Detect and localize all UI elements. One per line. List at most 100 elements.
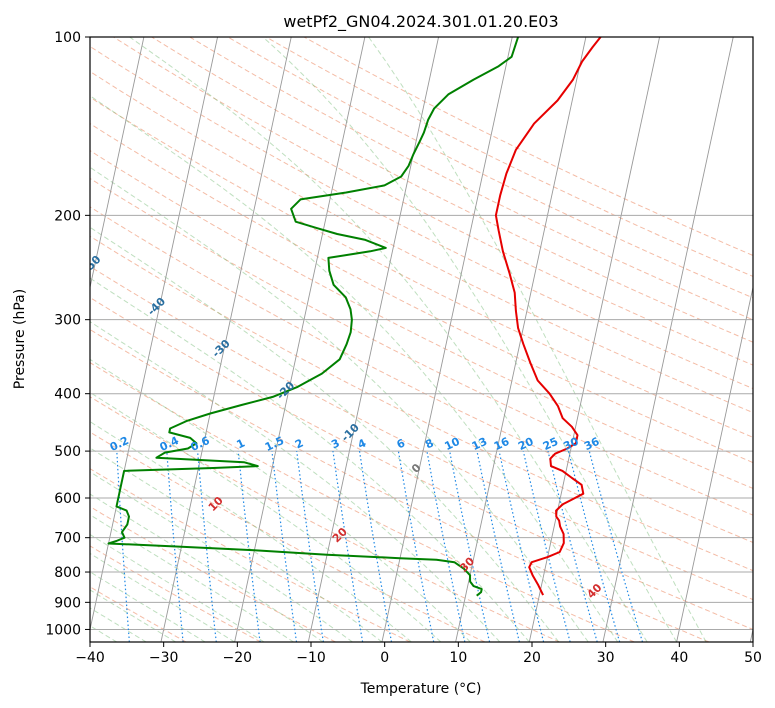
y-tick-label: 1000 [45,622,81,638]
y-axis-label: Pressure (hPa) [12,289,28,389]
moist-adiabat-line [90,589,176,642]
y-tick-label: 700 [54,531,81,547]
moist-adiabat-line [90,391,442,642]
moist-adiabat-line [90,321,501,642]
mixing-ratio-line [498,450,545,642]
moist-adiabat-line [90,358,471,642]
moist-adiabat-line [90,277,530,642]
mixing-ratio-line [197,451,217,642]
mixing-ratio-line [522,450,571,642]
mixing-ratio-line [426,450,466,642]
x-tick-label: 40 [670,650,688,666]
y-tick-label: 500 [54,444,81,460]
moist-adiabat-top-label: -40 [145,295,168,318]
mixing-ratio-label: 30 [561,435,581,453]
moist-adiabat-line [128,37,648,642]
mixing-ratio-label: 1 [235,436,247,451]
moist-adiabat-line [90,447,383,642]
mixing-ratio-label: 25 [541,435,560,453]
dry-adiabat-line [90,362,635,642]
x-tick-label: −30 [149,650,179,666]
y-tick-label: 100 [54,30,81,46]
mixing-ratio-label: 4 [356,436,369,451]
dewpoint-line [107,37,520,597]
line-labels: 0.1 0.2 0.4 0.6 1 1.5 2 3 4 6 8 10 13 16 20 25 30 3610203… [16,211,605,601]
y-tick-label: 900 [54,595,81,611]
y-tick-label: 300 [54,313,81,329]
moist-adiabat-line [90,421,412,642]
moist-adiabat-line [90,95,619,642]
moist-adiabat-line [90,533,265,642]
isotherm-line [307,37,440,642]
moist-adiabat-line [90,226,560,642]
mixing-ratio-label: 16 [492,435,512,453]
moist-adiabat-line [90,493,324,642]
dry-adiabat-line [226,37,753,299]
y-tick-label: 800 [54,565,81,581]
isotherm-line [0,37,70,642]
sounding-series [107,37,602,597]
mixing-ratio-line [567,450,621,642]
isotherm-line [234,37,366,642]
isotherm-line [676,285,753,642]
x-tick-label: 0 [380,650,389,666]
dry-adiabat-line [90,235,753,572]
dry-adiabat-line [265,37,753,277]
moist-adiabat-top-label: -20 [274,379,297,402]
axes: −40 −30 −20 −10 0 10 20 30 40 5010020030040050060… [45,30,762,666]
y-tick-label: 400 [54,387,81,403]
dry-adiabat-line [90,506,336,642]
mixing-ratio-line [397,450,435,642]
dry-adiabat-line [90,206,753,544]
isotherm-line [528,37,661,642]
mixing-ratio-line [296,451,324,642]
mixing-ratio-line [547,450,598,642]
dry-adiabat-line [90,296,753,630]
moist-adiabat-line [90,471,353,642]
mixing-ratio-line [449,450,491,642]
x-tick-label: 10 [449,650,467,666]
x-tick-label: 20 [523,650,541,666]
isotherm-line [90,37,145,290]
isotherm-line [749,627,753,642]
mixing-ratio-line [358,451,393,642]
moist-adiabat-top-label: -60 [16,211,39,234]
dry-adiabat-line [303,37,753,257]
dry-adiabat-line [90,177,753,516]
mixing-ratio-label: 10 [442,435,462,453]
moist-adiabat-top-label: -30 [210,337,233,360]
x-tick-label: 50 [744,650,762,666]
moist-adiabat-line [90,571,206,642]
mixing-ratio-label: 2 [293,436,305,451]
dry-adiabat-line [188,37,753,321]
dry-adiabat-line [90,328,710,642]
x-tick-label: −20 [223,650,253,666]
x-tick-label: −10 [296,650,326,666]
x-axis-label: Temperature (°C) [360,681,482,697]
isotherm-line [160,37,292,642]
temperature-line [494,37,602,596]
mixing-ratio-line [476,450,520,642]
mixing-ratio-line [332,451,364,642]
mixing-ratio-line [237,451,261,642]
dry-adiabat-line [90,468,411,642]
mixing-ratio-label: 6 [395,436,408,451]
mixing-ratio-label: 13 [470,435,489,453]
x-tick-label: 30 [597,650,615,666]
plot-frame [89,36,754,643]
isotherm-line [381,37,513,642]
moist-adiabat-line [90,552,235,642]
x-tick-label: −40 [75,650,105,666]
background-lines [0,37,753,642]
mixing-ratio-label: 36 [582,435,602,453]
dry-adiabat-line [90,123,753,464]
mixing-ratio-line [166,451,184,642]
moist-adiabat-line [262,37,678,642]
dry-adiabat-line [112,37,753,366]
moist-adiabat-label: 0 [409,461,424,476]
mixing-ratio-label: 20 [516,435,536,453]
chart-title: wetPf2_GN04.2024.301.01.20.E03 [283,12,558,32]
moist-adiabat-line [90,166,589,642]
dry-adiabat-label: 40 [584,581,604,601]
